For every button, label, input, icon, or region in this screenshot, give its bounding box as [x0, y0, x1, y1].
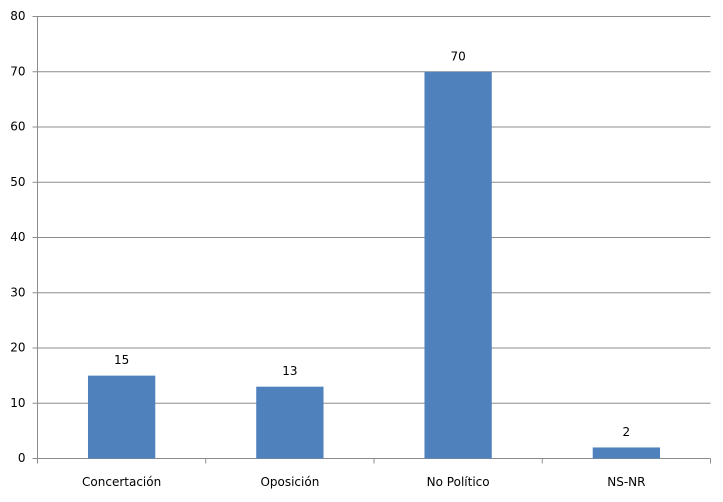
- y-tick-label: 70: [10, 64, 25, 78]
- x-tick-label: No Político: [427, 475, 490, 489]
- y-tick-label: 0: [18, 451, 26, 465]
- y-tick-label: 10: [10, 396, 25, 410]
- x-tick-label: Concertación: [82, 475, 161, 489]
- data-label: 2: [623, 425, 631, 439]
- bar: [592, 447, 661, 459]
- y-tick-label: 20: [10, 341, 25, 355]
- data-label: 70: [450, 49, 465, 63]
- bar: [256, 386, 324, 459]
- x-tick-label: NS-NR: [607, 475, 645, 489]
- y-tick-label: 60: [10, 120, 25, 134]
- y-tick-label: 80: [10, 9, 25, 23]
- y-tick-label: 30: [10, 285, 25, 299]
- data-label: 13: [282, 364, 297, 378]
- y-tick-label: 40: [10, 230, 25, 244]
- y-tick-label: 50: [10, 175, 25, 189]
- x-tick-label: Oposición: [260, 475, 319, 489]
- bar: [87, 375, 156, 459]
- bar: [424, 71, 492, 459]
- data-label: 15: [114, 353, 129, 367]
